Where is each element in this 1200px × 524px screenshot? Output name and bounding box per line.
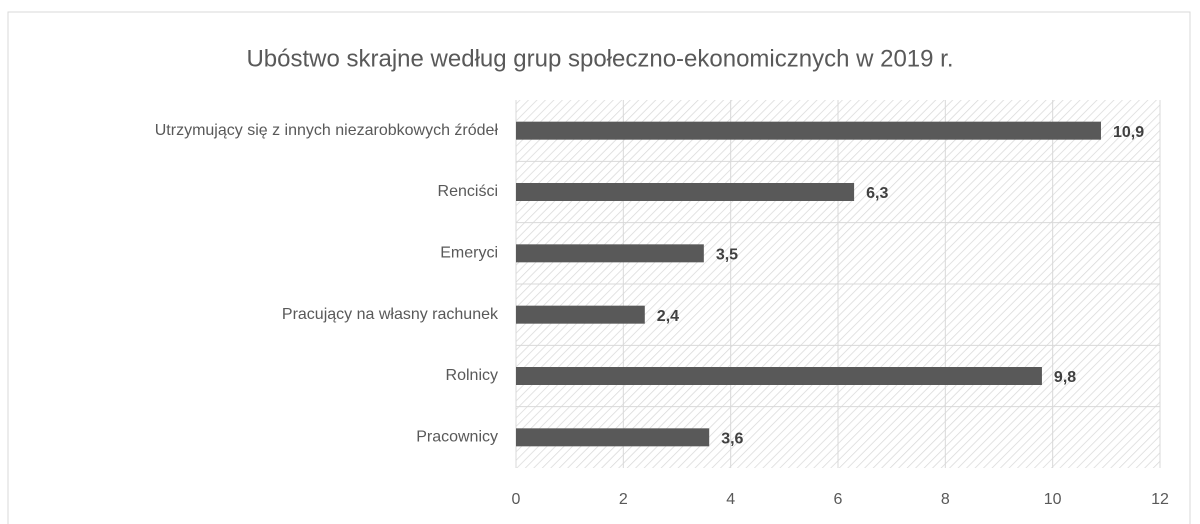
data-label: 9,8 <box>1054 369 1076 386</box>
y-tick-label: Pracownicy <box>416 429 498 446</box>
bar <box>516 367 1042 385</box>
y-tick-label: Pracujący na własny rachunek <box>282 306 499 323</box>
data-label: 2,4 <box>657 308 679 325</box>
y-tick-label: Rolnicy <box>446 367 498 384</box>
x-tick-label: 0 <box>512 491 521 508</box>
bar <box>516 183 855 201</box>
data-label: 6,3 <box>866 185 888 202</box>
x-tick-label: 6 <box>834 491 843 508</box>
chart-title: Ubóstwo skrajne według grup społeczno-ek… <box>246 45 953 72</box>
data-label: 10,9 <box>1113 124 1144 141</box>
x-tick-label: 8 <box>941 491 950 508</box>
y-tick-label: Utrzymujący się z innych niezarobkowych … <box>155 122 499 139</box>
x-tick-label: 10 <box>1044 491 1062 508</box>
x-tick-label: 4 <box>726 491 735 508</box>
bar <box>516 121 1101 140</box>
bar <box>516 428 710 447</box>
x-tick-label: 12 <box>1151 491 1169 508</box>
y-tick-label: Emeryci <box>440 245 498 262</box>
bar <box>516 244 704 263</box>
bar <box>516 305 645 324</box>
data-label: 3,5 <box>716 247 738 264</box>
x-tick-label: 2 <box>619 491 628 508</box>
y-tick-label: Renciści <box>438 183 498 200</box>
data-label: 3,6 <box>721 431 743 448</box>
